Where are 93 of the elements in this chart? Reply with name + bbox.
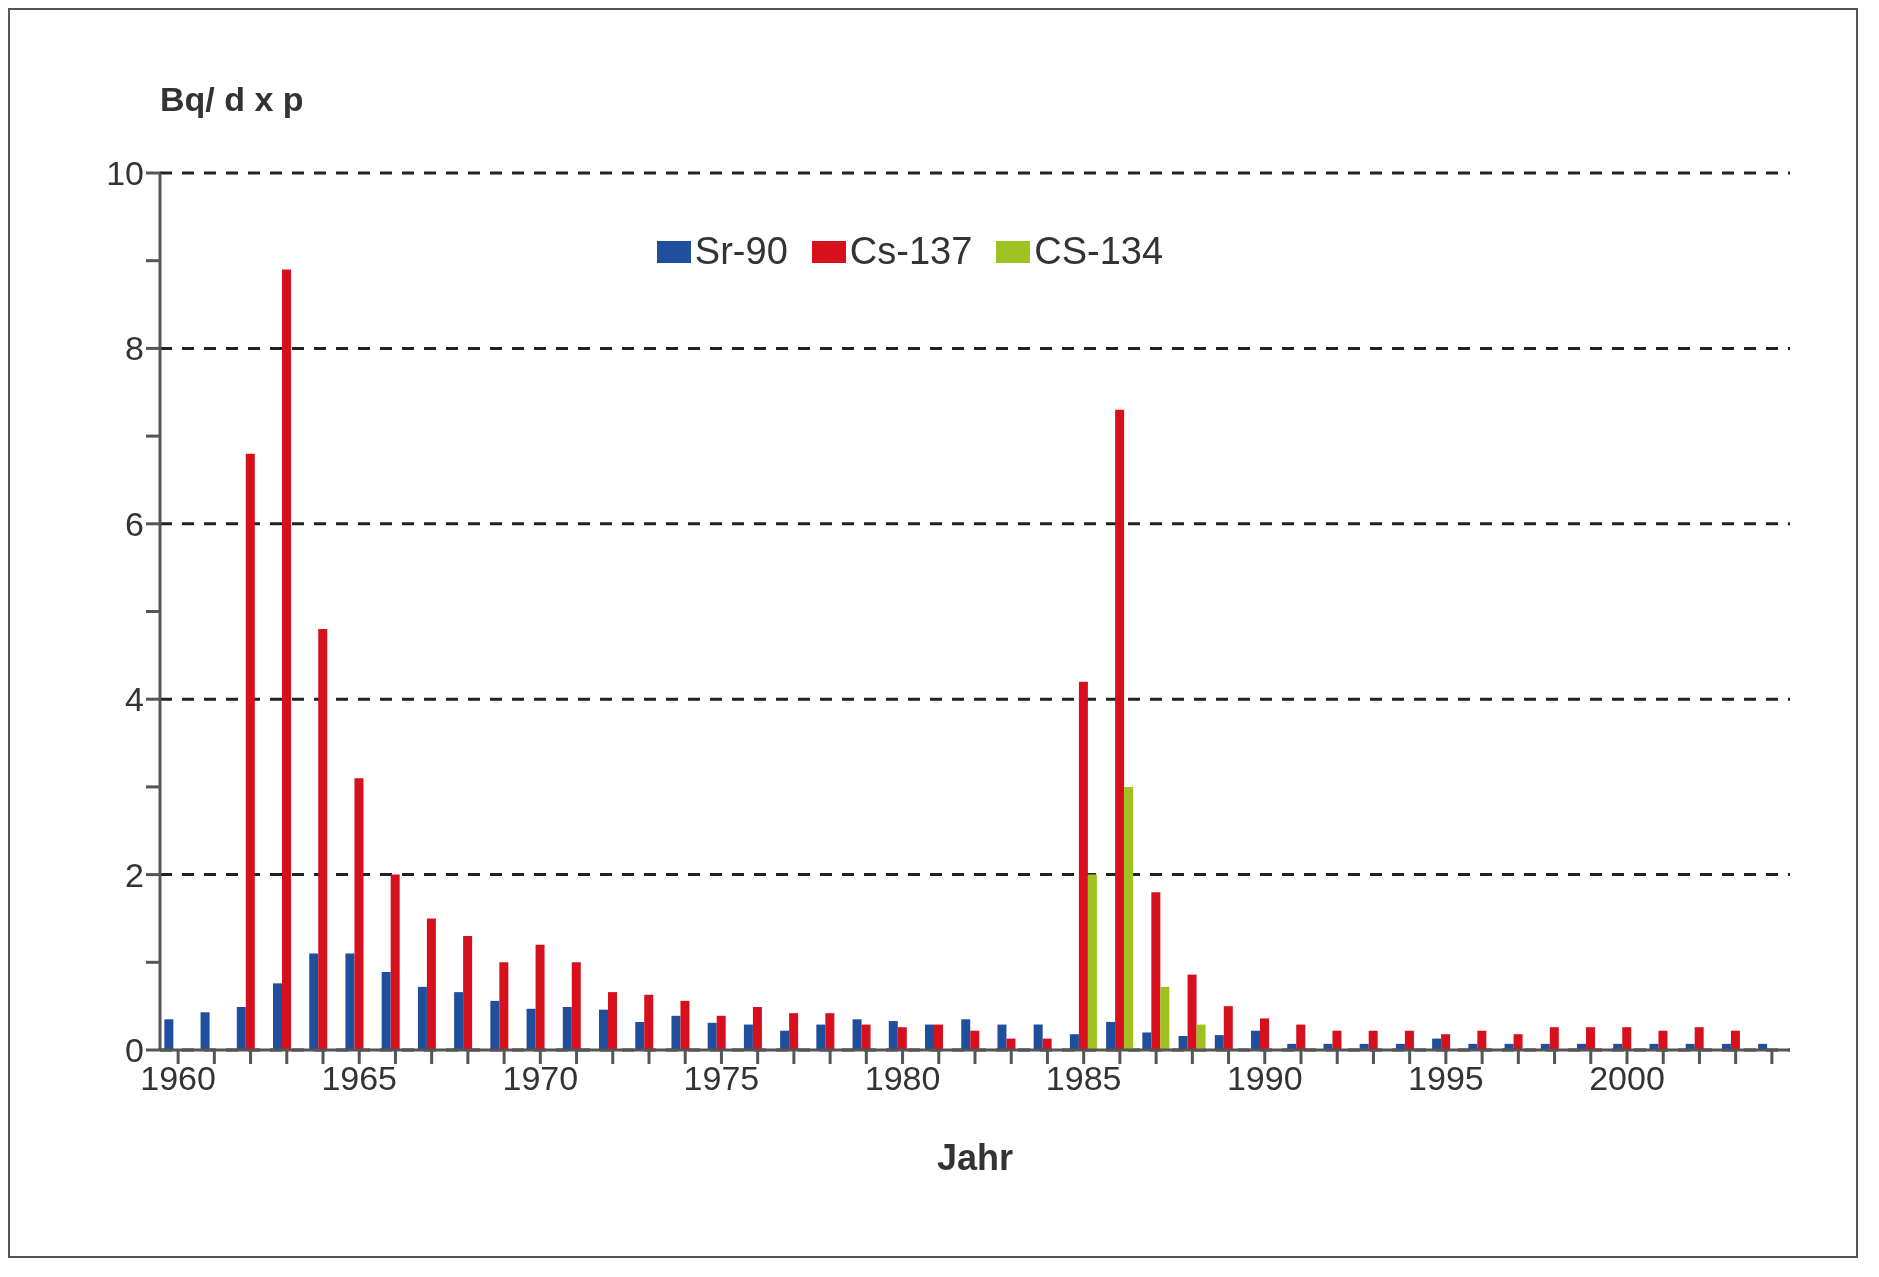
bar <box>1087 874 1097 1050</box>
bar <box>1441 1034 1451 1050</box>
bar <box>1513 1034 1523 1050</box>
bar <box>526 1008 536 1050</box>
bar <box>164 1019 174 1050</box>
bar <box>888 1021 898 1050</box>
bar <box>417 986 427 1050</box>
x-tick-label: 1985 <box>1045 1059 1122 1098</box>
x-tick-label: 1995 <box>1408 1059 1484 1098</box>
bar <box>390 874 400 1050</box>
y-tick-label: 10 <box>106 154 144 193</box>
bar <box>1694 1027 1704 1050</box>
bar <box>897 1027 907 1050</box>
bar <box>1658 1030 1668 1050</box>
bar <box>752 1007 762 1050</box>
y-tick-label: 6 <box>125 504 144 543</box>
bar <box>961 1019 971 1050</box>
bar <box>1368 1030 1378 1050</box>
x-tick-label: 1970 <box>502 1059 579 1098</box>
bar <box>825 1013 835 1050</box>
bar <box>282 269 292 1050</box>
bar <box>1196 1024 1206 1050</box>
bar <box>499 962 509 1050</box>
legend-label: Cs-137 <box>849 230 973 273</box>
bar <box>861 1024 871 1050</box>
bar <box>1260 1018 1270 1050</box>
bar <box>454 992 464 1050</box>
bar <box>743 1024 753 1050</box>
y-tick-label: 8 <box>125 329 144 368</box>
bar <box>1178 1035 1188 1050</box>
bar <box>1586 1027 1596 1050</box>
bar <box>236 1007 246 1050</box>
bar <box>1730 1030 1740 1050</box>
bar <box>381 971 391 1050</box>
y-axis-title: Bq/ d x p <box>160 80 304 119</box>
bar <box>816 1024 826 1050</box>
bar <box>1142 1032 1152 1050</box>
x-tick-label: 1980 <box>864 1059 941 1098</box>
bar <box>707 1022 717 1050</box>
bar <box>1033 1024 1043 1050</box>
bar <box>780 1030 790 1050</box>
bar <box>599 1009 609 1050</box>
bar <box>1622 1027 1632 1050</box>
legend-label: Sr-90 <box>694 230 788 273</box>
bar <box>1404 1030 1414 1050</box>
x-tick-label: 1990 <box>1226 1059 1303 1098</box>
x-axis-title: Jahr <box>936 1137 1014 1178</box>
bar <box>571 962 581 1050</box>
bar <box>318 629 328 1050</box>
bar <box>1106 1021 1116 1050</box>
bar <box>200 1012 210 1050</box>
x-tick-label: 1975 <box>683 1059 760 1098</box>
bar <box>644 994 654 1050</box>
bar <box>1151 892 1161 1050</box>
bar <box>1223 1006 1233 1050</box>
bar <box>716 1015 726 1050</box>
bar <box>535 944 545 1050</box>
y-tick-label: 4 <box>125 680 144 719</box>
bar <box>309 953 319 1050</box>
bar <box>273 983 283 1050</box>
x-tick-label: 1965 <box>321 1059 398 1098</box>
bar <box>426 918 436 1050</box>
bar <box>1124 786 1134 1050</box>
bar <box>671 1015 681 1050</box>
bar <box>1332 1030 1342 1050</box>
bar <box>970 1030 980 1050</box>
bar <box>463 935 473 1050</box>
bar <box>635 1021 645 1050</box>
bar <box>345 953 355 1050</box>
bar <box>1078 681 1088 1050</box>
y-tick-label: 2 <box>125 855 144 894</box>
bar <box>490 1000 500 1050</box>
x-tick-label: 2000 <box>1589 1059 1665 1098</box>
bar <box>997 1024 1007 1050</box>
bar <box>789 1013 799 1050</box>
bar <box>1477 1030 1487 1050</box>
bar <box>680 1000 690 1050</box>
bar <box>354 778 364 1050</box>
bar <box>934 1024 944 1050</box>
bar <box>1187 974 1197 1050</box>
bar <box>1549 1027 1559 1050</box>
bar <box>1069 1034 1079 1050</box>
bar <box>1214 1035 1224 1050</box>
bar <box>1296 1024 1306 1050</box>
bar <box>1160 986 1170 1050</box>
bar <box>925 1024 935 1050</box>
bar <box>1115 409 1125 1050</box>
legend-label: CS-134 <box>1034 230 1164 273</box>
bar <box>608 992 618 1050</box>
bar <box>245 453 255 1050</box>
bar <box>562 1007 572 1050</box>
bar <box>1251 1030 1261 1050</box>
bar <box>852 1019 862 1050</box>
